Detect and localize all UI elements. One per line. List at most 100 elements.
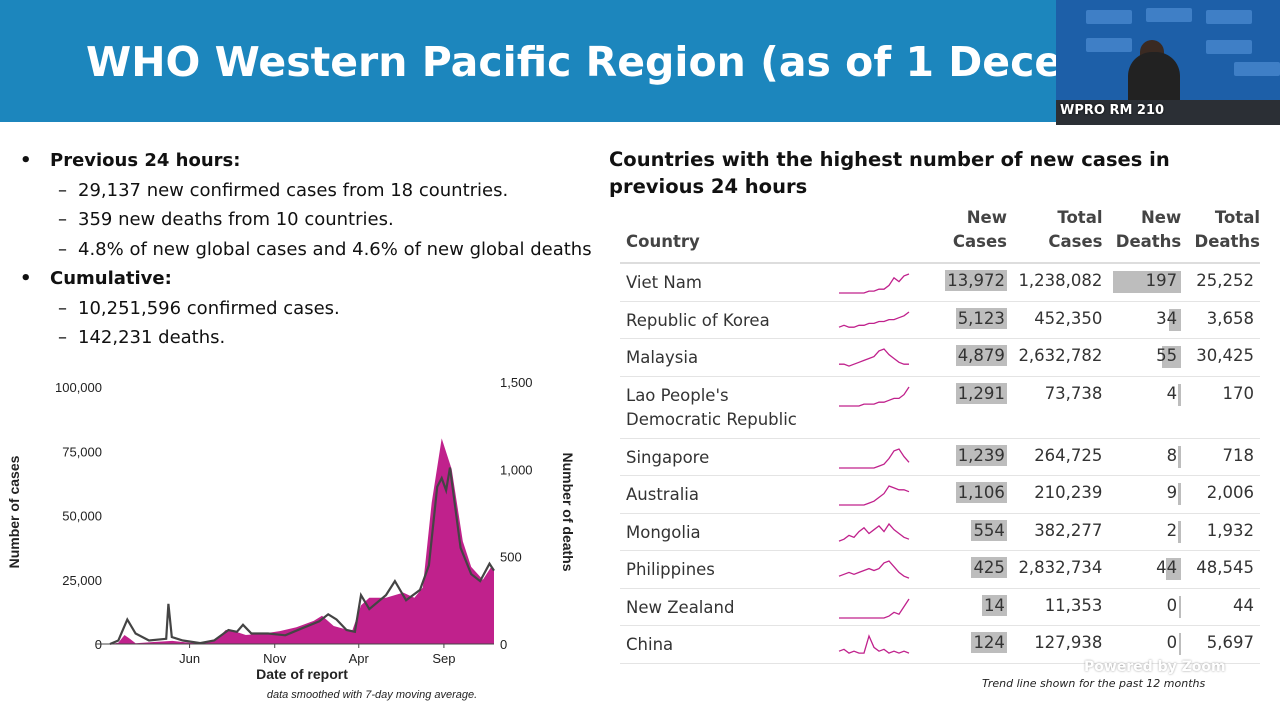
y2-tick-label: 1,000 — [500, 462, 533, 477]
y-tick-label: 50,000 — [62, 509, 102, 524]
country-name: Viet Nam — [626, 273, 702, 292]
country-name: Lao People's Democratic Republic — [626, 385, 797, 429]
x-tick-label: Nov — [263, 651, 287, 666]
trend-sparkline — [838, 310, 910, 328]
x-tick-label: Jun — [179, 651, 200, 666]
new-cases: 1,106 — [955, 482, 1007, 503]
x-tick-label: Sep — [432, 651, 455, 666]
y-tick-label: 100,000 — [55, 380, 102, 395]
new-cases: 1,291 — [955, 382, 1007, 404]
new-cases: 425 — [971, 557, 1007, 578]
trend-sparkline — [838, 447, 910, 469]
new-deaths-bar — [1162, 346, 1182, 368]
country-name: Mongolia — [626, 522, 701, 542]
bullet-item: 4.8% of new global cases and 4.6% of new… — [20, 235, 592, 265]
summary-bullets: Previous 24 hours:29,137 new confirmed c… — [20, 146, 592, 353]
new-cases: 13,972 — [945, 270, 1007, 291]
total-deaths: 48,545 — [1196, 558, 1255, 577]
total-cases: 1,238,082 — [1018, 271, 1103, 290]
new-cases: 4,879 — [955, 345, 1007, 366]
bullet-item: 10,251,596 confirmed cases. — [20, 294, 592, 324]
new-cases: 14 — [981, 594, 1007, 616]
cases-area — [110, 438, 494, 644]
new-deaths: 4 — [1166, 383, 1178, 403]
chart-note: data smoothed with 7-day moving average. — [267, 689, 477, 701]
total-cases: 210,239 — [1034, 483, 1103, 502]
total-deaths: 718 — [1222, 445, 1255, 465]
table-title: Countries with the highest number of new… — [609, 148, 1170, 198]
total-deaths: 2,006 — [1206, 483, 1255, 502]
table-row: Singapore 1,239 264,725 8 718 — [620, 439, 1260, 476]
new-deaths-bar — [1179, 633, 1182, 655]
y2-axis-label: Number of deaths — [560, 452, 576, 571]
total-deaths: 1,932 — [1206, 520, 1255, 540]
header-total-deaths: Total Deaths — [1194, 208, 1260, 251]
trend-sparkline — [838, 273, 909, 294]
y2-tick-label: 500 — [500, 550, 522, 565]
table-row: New Zealand 14 11,353 0 44 — [620, 589, 1260, 626]
total-cases: 264,725 — [1034, 445, 1103, 465]
table-row: Mongolia 554 382,277 2 1,932 — [620, 514, 1260, 551]
bullet-heading: Previous 24 hours: — [20, 146, 592, 176]
new-cases: 554 — [971, 519, 1007, 541]
new-cases: 1,239 — [955, 444, 1007, 466]
new-deaths-bar — [1113, 271, 1182, 293]
total-cases: 382,277 — [1034, 520, 1103, 540]
deaths-line — [109, 467, 495, 646]
new-deaths-bar — [1178, 520, 1182, 543]
table-row: Australia 1,106 210,239 9 2,006 — [620, 476, 1260, 514]
y-tick-label: 75,000 — [62, 444, 102, 459]
trend-sparkline — [838, 598, 910, 619]
country-name: Malaysia — [626, 348, 699, 367]
country-name: Singapore — [626, 447, 710, 467]
trend-sparkline — [838, 560, 909, 579]
speaker-video-thumbnail[interactable]: WPRO RM 210 — [1056, 0, 1280, 125]
y2-tick-label: 0 — [500, 637, 507, 652]
y-axis-label: Number of cases — [6, 455, 22, 568]
new-deaths-bar — [1178, 383, 1182, 406]
bullet-item: 142,231 deaths. — [20, 323, 592, 353]
new-deaths: 0 — [1166, 633, 1178, 652]
header-country: Country — [626, 232, 700, 251]
y2-tick-label: 1,500 — [500, 375, 533, 390]
trend-note: Trend line shown for the past 12 months — [982, 677, 1206, 690]
total-deaths: 170 — [1222, 383, 1255, 403]
country-name: Philippines — [626, 560, 715, 579]
bullet-item: 359 new deaths from 10 countries. — [20, 205, 592, 235]
header-total-cases: Total Cases — [1048, 208, 1103, 251]
total-cases: 73,738 — [1044, 383, 1103, 403]
new-deaths: 9 — [1166, 483, 1178, 502]
new-deaths: 8 — [1166, 445, 1178, 465]
total-deaths: 25,252 — [1196, 271, 1255, 290]
new-deaths-bar — [1178, 483, 1182, 505]
country-name: Australia — [626, 485, 699, 504]
countries-table: Country New Cases Total Cases New Deaths To… — [620, 206, 1260, 664]
new-deaths-bar — [1178, 445, 1182, 468]
trend-sparkline — [838, 634, 909, 654]
total-deaths: 5,697 — [1206, 633, 1255, 652]
table-row: Lao People's Democratic Republic 1,291 7… — [620, 377, 1260, 439]
table-row: China 124 127,938 0 5,697 — [620, 626, 1260, 664]
trend-sparkline — [838, 485, 909, 506]
cases-deaths-chart: 025,00050,00075,000100,00005001,0001,500… — [6, 375, 576, 701]
table-row: Viet Nam 13,972 1,238,082 197 25,252 — [620, 264, 1260, 302]
total-deaths: 3,658 — [1206, 308, 1255, 328]
total-cases: 127,938 — [1034, 633, 1103, 652]
table-row: Malaysia 4,879 2,632,782 55 30,425 — [620, 339, 1260, 377]
x-tick-label: Apr — [349, 651, 370, 666]
country-name: New Zealand — [626, 597, 735, 617]
total-cases: 452,350 — [1034, 308, 1103, 328]
header-new-cases: New Cases — [952, 208, 1007, 251]
new-deaths: 197 — [1145, 271, 1178, 290]
new-deaths: 44 — [1156, 558, 1178, 577]
total-cases: 2,832,734 — [1018, 558, 1103, 577]
y-tick-label: 25,000 — [62, 573, 102, 588]
header-new-deaths: New Deaths — [1115, 208, 1182, 251]
trend-sparkline — [838, 386, 910, 407]
zoom-watermark: Powered by Zoom — [1084, 659, 1226, 675]
bullet-item: 29,137 new confirmed cases from 18 count… — [20, 176, 592, 206]
total-cases: 11,353 — [1044, 595, 1103, 615]
participant-name: WPRO RM 210 — [1060, 103, 1165, 118]
country-name: China — [626, 635, 674, 654]
new-deaths: 2 — [1166, 520, 1178, 540]
